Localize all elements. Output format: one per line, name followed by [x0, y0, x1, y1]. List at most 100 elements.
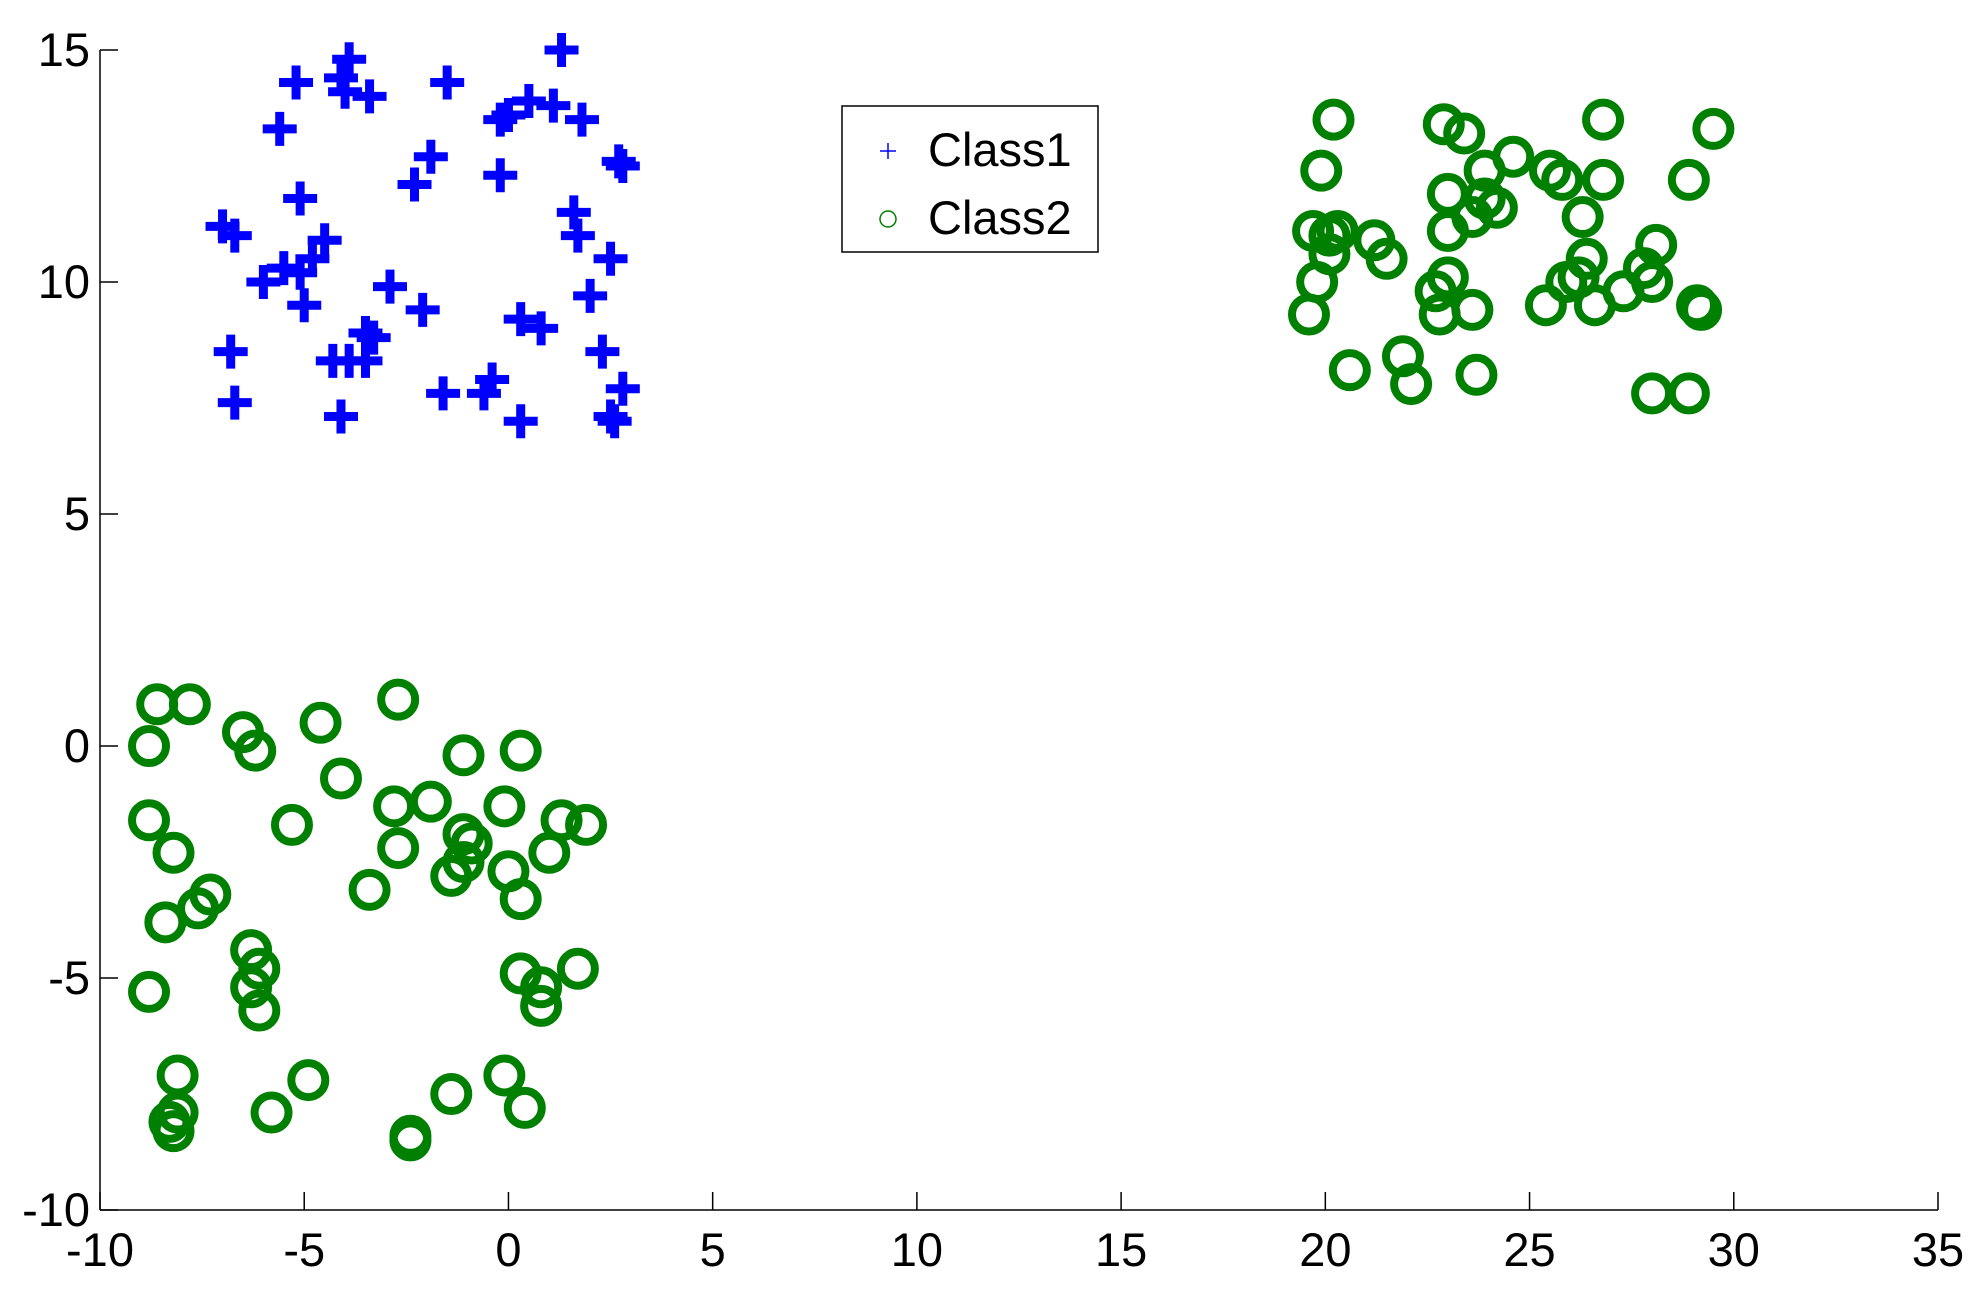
data-point-circle	[520, 984, 563, 1027]
data-point-circle	[1328, 349, 1371, 392]
data-point-circle	[319, 757, 362, 800]
data-point-circle	[1524, 284, 1567, 327]
data-point-plus	[475, 362, 510, 397]
legend-plus-mark	[880, 143, 896, 159]
data-point-circle	[499, 878, 542, 921]
x-tick-label: 20	[1299, 1223, 1351, 1276]
data-point-plus	[213, 334, 248, 369]
data-point-circle	[1692, 107, 1735, 150]
legend-circle-mark	[879, 210, 897, 228]
data-point-circle	[156, 1054, 199, 1097]
data-point-circle	[377, 678, 420, 721]
data-point-plus	[287, 288, 322, 323]
data-point-circle	[1365, 237, 1408, 280]
legend: Class1 Class2	[841, 105, 1099, 253]
legend-entry-class1: Class1	[880, 123, 1072, 176]
x-tick-label: 0	[495, 1223, 521, 1276]
x-tick-label: -10	[66, 1223, 134, 1276]
x-tick-label: 5	[700, 1223, 726, 1276]
data-point-circle	[1667, 372, 1710, 415]
data-point-plus	[405, 292, 440, 327]
data-point-circle	[234, 729, 277, 772]
data-point-circle	[409, 780, 452, 823]
data-point-plus	[246, 265, 281, 299]
data-point-plus	[524, 311, 559, 346]
y-tick-label: 10	[38, 255, 90, 308]
data-point-circle	[565, 803, 608, 846]
data-point-circle	[373, 785, 416, 828]
data-point-circle	[1443, 112, 1486, 155]
data-point-plus	[328, 74, 363, 109]
data-point-plus	[503, 302, 538, 337]
data-point-circle	[1390, 363, 1433, 406]
data-point-circle	[377, 827, 420, 870]
data-point-plus	[585, 334, 620, 369]
data-point-circle	[1631, 372, 1674, 415]
y-tick-label: 0	[64, 719, 90, 772]
data-point-circle	[1565, 237, 1608, 280]
data-point-plus	[283, 181, 318, 216]
data-point-circle	[250, 1091, 293, 1134]
data-point-plus	[483, 158, 518, 193]
y-tick-label: -5	[48, 951, 90, 1004]
data-point-plus	[426, 376, 461, 411]
data-point-circle	[1635, 223, 1678, 266]
data-point-circle	[483, 1054, 526, 1097]
axes: -10 -5 0 5 10 15 20 25 30 35 -10 -5 0 5 10 15	[22, 23, 1964, 1276]
data-point-circle	[483, 785, 526, 828]
data-point-plus	[332, 42, 367, 77]
data-point-plus	[356, 320, 391, 355]
data-point-circle	[287, 1059, 330, 1102]
legend-marker-plus	[880, 143, 896, 159]
data-point-plus	[266, 251, 301, 286]
data-point-circle	[1561, 196, 1604, 239]
data-point-circle	[520, 966, 563, 1009]
data-point-plus	[593, 241, 628, 276]
legend-box	[841, 105, 1099, 253]
data-point-circle	[1541, 158, 1584, 201]
data-point-circle	[556, 947, 599, 990]
data-point-plus	[560, 218, 595, 253]
x-tick-label: -5	[283, 1223, 325, 1276]
data-point-circle	[450, 822, 493, 865]
data-point-circle	[1422, 103, 1465, 146]
legend-entry-class2: Class2	[879, 191, 1072, 244]
y-tick-label: 15	[38, 23, 90, 76]
data-point-circle	[128, 799, 171, 842]
data-point-circle	[238, 947, 281, 990]
data-point-circle	[128, 725, 171, 767]
data-point-circle	[238, 989, 281, 1032]
series-class1	[205, 33, 640, 439]
series-class2	[128, 98, 1735, 1162]
data-point-circle	[168, 683, 211, 726]
data-point-circle	[348, 868, 391, 911]
data-point-circle	[1680, 288, 1723, 331]
x-tick-label: 15	[1095, 1223, 1147, 1276]
data-point-plus	[262, 111, 297, 146]
data-point-plus	[544, 33, 579, 67]
data-point-plus	[217, 385, 252, 420]
data-point-plus	[372, 269, 407, 304]
data-point-plus	[348, 343, 383, 378]
data-point-plus	[597, 404, 632, 439]
data-point-circle	[1582, 158, 1625, 201]
data-point-circle	[540, 799, 583, 842]
x-tick-label: 30	[1708, 1223, 1760, 1276]
data-point-plus	[279, 65, 314, 100]
data-point-circle	[503, 1086, 546, 1129]
data-point-circle	[1418, 293, 1461, 336]
data-point-circle	[152, 831, 195, 874]
data-point-plus	[295, 241, 330, 276]
legend-label-class2: Class2	[928, 191, 1072, 244]
data-point-circle	[442, 813, 485, 856]
data-point-circle	[1312, 98, 1355, 141]
data-point-plus	[491, 97, 526, 132]
data-point-circle	[1308, 233, 1351, 276]
data-point-plus	[564, 102, 599, 137]
data-point-plus	[605, 371, 640, 406]
data-point-circle	[1300, 149, 1343, 192]
data-point-plus	[307, 223, 342, 258]
data-point-plus	[511, 84, 546, 119]
data-point-circle	[499, 729, 542, 772]
